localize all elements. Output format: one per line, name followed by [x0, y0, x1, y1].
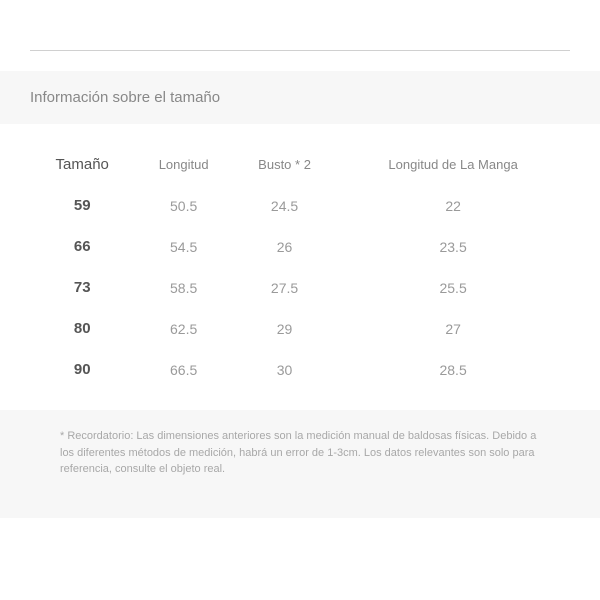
- title-section: Información sobre el tamaño: [0, 71, 600, 124]
- table-cell: 59: [30, 185, 134, 226]
- table-cell: 66.5: [134, 349, 232, 390]
- table-cell: 28.5: [336, 349, 570, 390]
- table-row: 66 54.5 26 23.5: [30, 226, 570, 267]
- table-cell: 80: [30, 308, 134, 349]
- table-cell: 29: [233, 308, 336, 349]
- table-cell: 22: [336, 185, 570, 226]
- top-divider: [30, 50, 570, 51]
- table-row: 90 66.5 30 28.5: [30, 349, 570, 390]
- table-cell: 62.5: [134, 308, 232, 349]
- size-table: Tamaño Longitud Busto * 2 Longitud de La…: [30, 144, 570, 390]
- table-cell: 66: [30, 226, 134, 267]
- table-row: 73 58.5 27.5 25.5: [30, 267, 570, 308]
- table-row: 80 62.5 29 27: [30, 308, 570, 349]
- table-cell: 27.5: [233, 267, 336, 308]
- table-cell: 73: [30, 267, 134, 308]
- section-title: Información sobre el tamaño: [30, 89, 570, 106]
- table-cell: 30: [233, 349, 336, 390]
- footer-section: * Recordatorio: Las dimensiones anterior…: [0, 410, 600, 518]
- table-cell: 27: [336, 308, 570, 349]
- table-header: Longitud: [134, 144, 232, 185]
- table-cell: 23.5: [336, 226, 570, 267]
- table-header: Longitud de La Manga: [336, 144, 570, 185]
- table-cell: 58.5: [134, 267, 232, 308]
- table-cell: 50.5: [134, 185, 232, 226]
- table-wrapper: Tamaño Longitud Busto * 2 Longitud de La…: [0, 124, 600, 400]
- table-cell: 25.5: [336, 267, 570, 308]
- table-row: 59 50.5 24.5 22: [30, 185, 570, 226]
- table-cell: 54.5: [134, 226, 232, 267]
- table-header: Tamaño: [30, 144, 134, 185]
- table-cell: 90: [30, 349, 134, 390]
- footer-reminder: * Recordatorio: Las dimensiones anterior…: [60, 428, 540, 478]
- table-cell: 26: [233, 226, 336, 267]
- table-header: Busto * 2: [233, 144, 336, 185]
- table-header-row: Tamaño Longitud Busto * 2 Longitud de La…: [30, 144, 570, 185]
- table-cell: 24.5: [233, 185, 336, 226]
